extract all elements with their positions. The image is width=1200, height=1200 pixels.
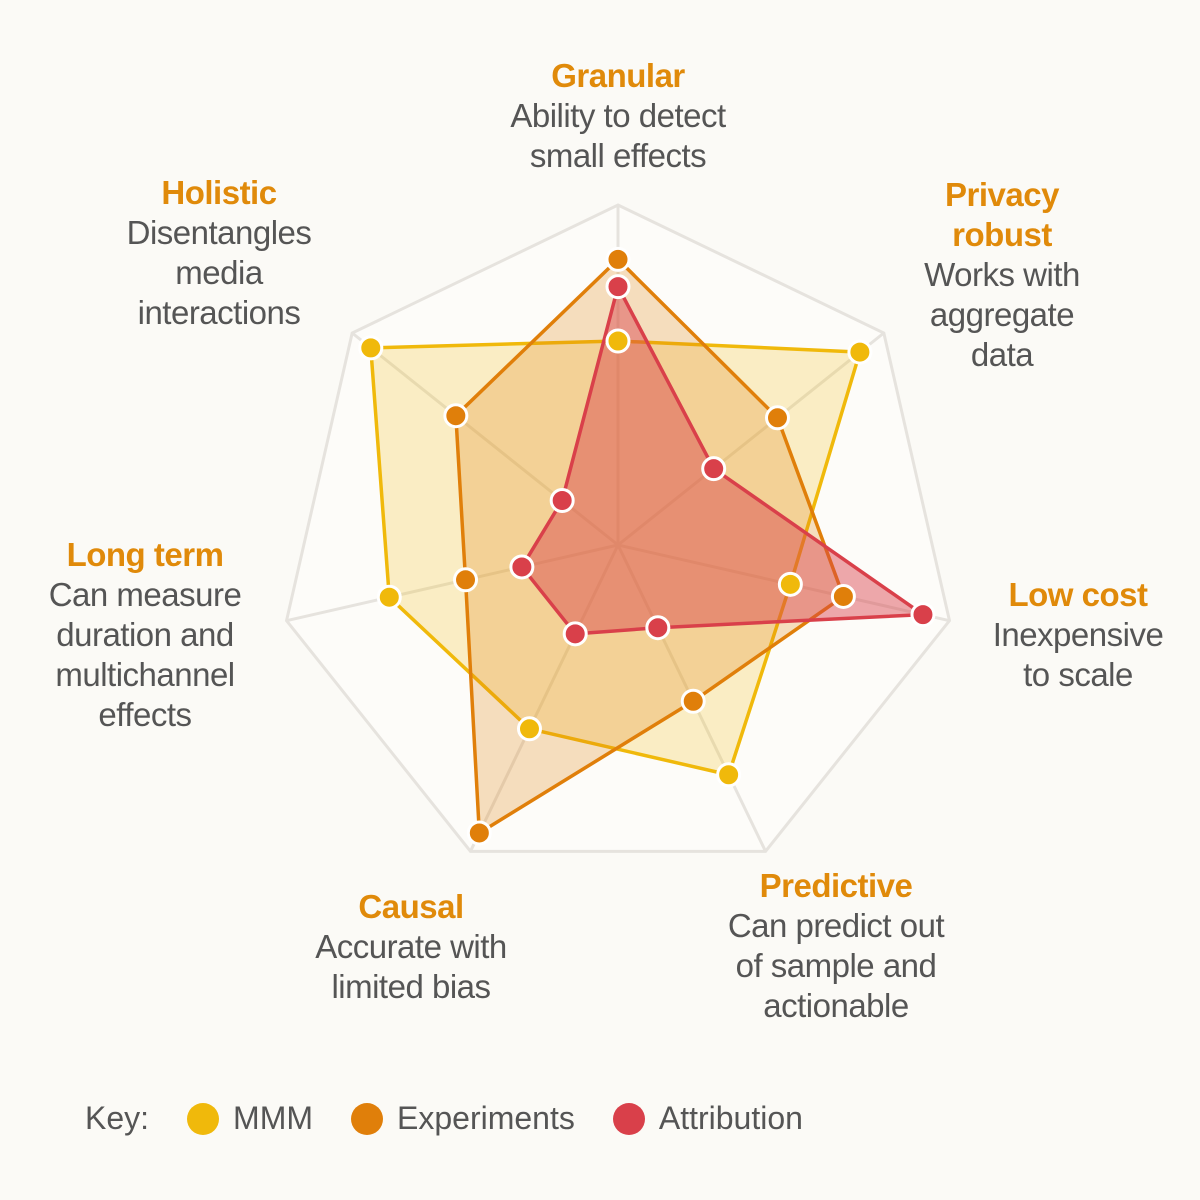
- data-point-attribution: [549, 487, 575, 513]
- axis-title: Granular: [551, 57, 685, 94]
- data-point-mmm: [605, 328, 631, 354]
- axis-label-causal: Causal Accurate with limited bias: [315, 887, 507, 1007]
- data-point-experiments: [605, 246, 631, 272]
- axis-label-low-cost: Low cost Inexpensive to scale: [993, 575, 1164, 695]
- axis-description: Works with aggregate data: [924, 256, 1080, 373]
- grid-spoke: [469, 544, 620, 852]
- axis-description: Can measure duration and multichannel ef…: [48, 576, 242, 733]
- data-point-attribution: [701, 456, 727, 482]
- legend-label: Experiments: [397, 1100, 575, 1136]
- axis-title: Low cost: [1008, 576, 1148, 613]
- data-point-mmm: [516, 716, 542, 742]
- data-point-attribution: [605, 274, 631, 300]
- data-point-attribution: [562, 621, 588, 647]
- data-point-mmm: [777, 571, 803, 597]
- legend-label: Attribution: [658, 1100, 803, 1136]
- legend-label: MMM: [233, 1100, 313, 1136]
- data-point-experiments: [443, 403, 469, 429]
- data-point-experiments: [466, 820, 492, 846]
- legend-item-mmm: MMM: [187, 1100, 313, 1137]
- axis-label-holistic: Holistic Disentangles media interactions: [127, 173, 312, 333]
- axis-label-granular: Granular Ability to detect small effects: [510, 56, 726, 176]
- axis-description: Accurate with limited bias: [315, 928, 507, 1005]
- data-point-mmm: [358, 335, 384, 361]
- axis-title: Causal: [358, 888, 464, 925]
- data-point-attribution: [910, 602, 936, 628]
- data-point-attribution: [509, 554, 535, 580]
- legend-title: Key:: [85, 1100, 150, 1136]
- data-point-attribution: [645, 615, 671, 641]
- grid-spoke: [617, 331, 885, 547]
- legend-dot: [351, 1102, 383, 1135]
- data-point-mmm: [716, 762, 742, 788]
- data-point-mmm: [376, 584, 402, 610]
- series-experiments-area: [454, 257, 846, 835]
- axis-description: Ability to detect small effects: [510, 97, 726, 174]
- axis-title: Long term: [66, 536, 224, 573]
- series-mmm-area: [369, 339, 862, 777]
- axis-label-predictive: Predictive Can predict out of sample and …: [727, 866, 945, 1026]
- axis-description: Disentangles media interactions: [126, 214, 312, 331]
- series-attribution-area: [520, 284, 925, 636]
- grid-spoke: [286, 543, 619, 623]
- legend-item-experiments: Experiments: [351, 1100, 575, 1137]
- legend: Key: MMM Experiments Attribution: [85, 1100, 803, 1137]
- legend-dot: [187, 1102, 220, 1135]
- axis-description: Can predict out of sample and actionable: [727, 907, 945, 1024]
- data-point-mmm: [847, 339, 873, 365]
- axis-label-privacy: Privacy robust Works with aggregate data: [924, 175, 1080, 375]
- axis-description: Inexpensive to scale: [992, 616, 1164, 693]
- data-point-experiments: [453, 567, 479, 593]
- data-point-experiments: [830, 583, 856, 609]
- grid-spoke: [351, 331, 619, 547]
- legend-item-attribution: Attribution: [612, 1100, 803, 1137]
- data-point-experiments: [764, 405, 790, 431]
- axis-label-long-term: Long term Can measure duration and multic…: [49, 535, 242, 735]
- axis-title: Holistic: [161, 174, 277, 211]
- axis-title: Privacy robust: [945, 176, 1059, 253]
- legend-dot: [612, 1102, 645, 1135]
- axis-title: Predictive: [759, 867, 913, 904]
- data-point-experiments: [680, 688, 706, 714]
